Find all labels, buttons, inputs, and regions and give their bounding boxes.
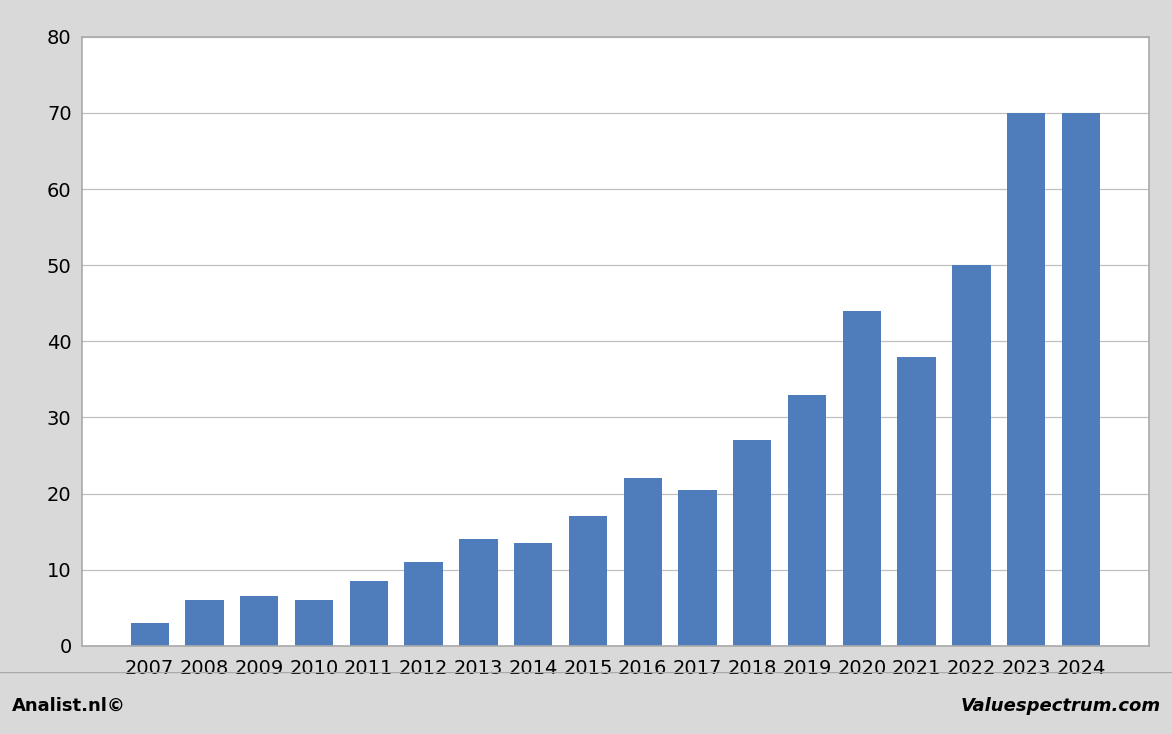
Bar xyxy=(898,357,935,646)
Bar xyxy=(459,539,498,646)
Bar xyxy=(679,490,716,646)
Bar xyxy=(843,311,881,646)
Bar xyxy=(952,265,990,646)
Bar xyxy=(295,600,333,646)
Bar xyxy=(624,479,662,646)
Bar xyxy=(732,440,771,646)
Bar xyxy=(788,395,826,646)
Bar xyxy=(130,623,169,646)
Bar xyxy=(185,600,224,646)
Bar xyxy=(568,517,607,646)
Text: Analist.nl©: Analist.nl© xyxy=(12,697,125,715)
Bar xyxy=(404,562,443,646)
Bar xyxy=(349,581,388,646)
Bar xyxy=(1007,113,1045,646)
Text: Valuespectrum.com: Valuespectrum.com xyxy=(960,697,1160,715)
Bar xyxy=(1062,113,1101,646)
Bar xyxy=(240,597,279,646)
Bar xyxy=(515,543,552,646)
